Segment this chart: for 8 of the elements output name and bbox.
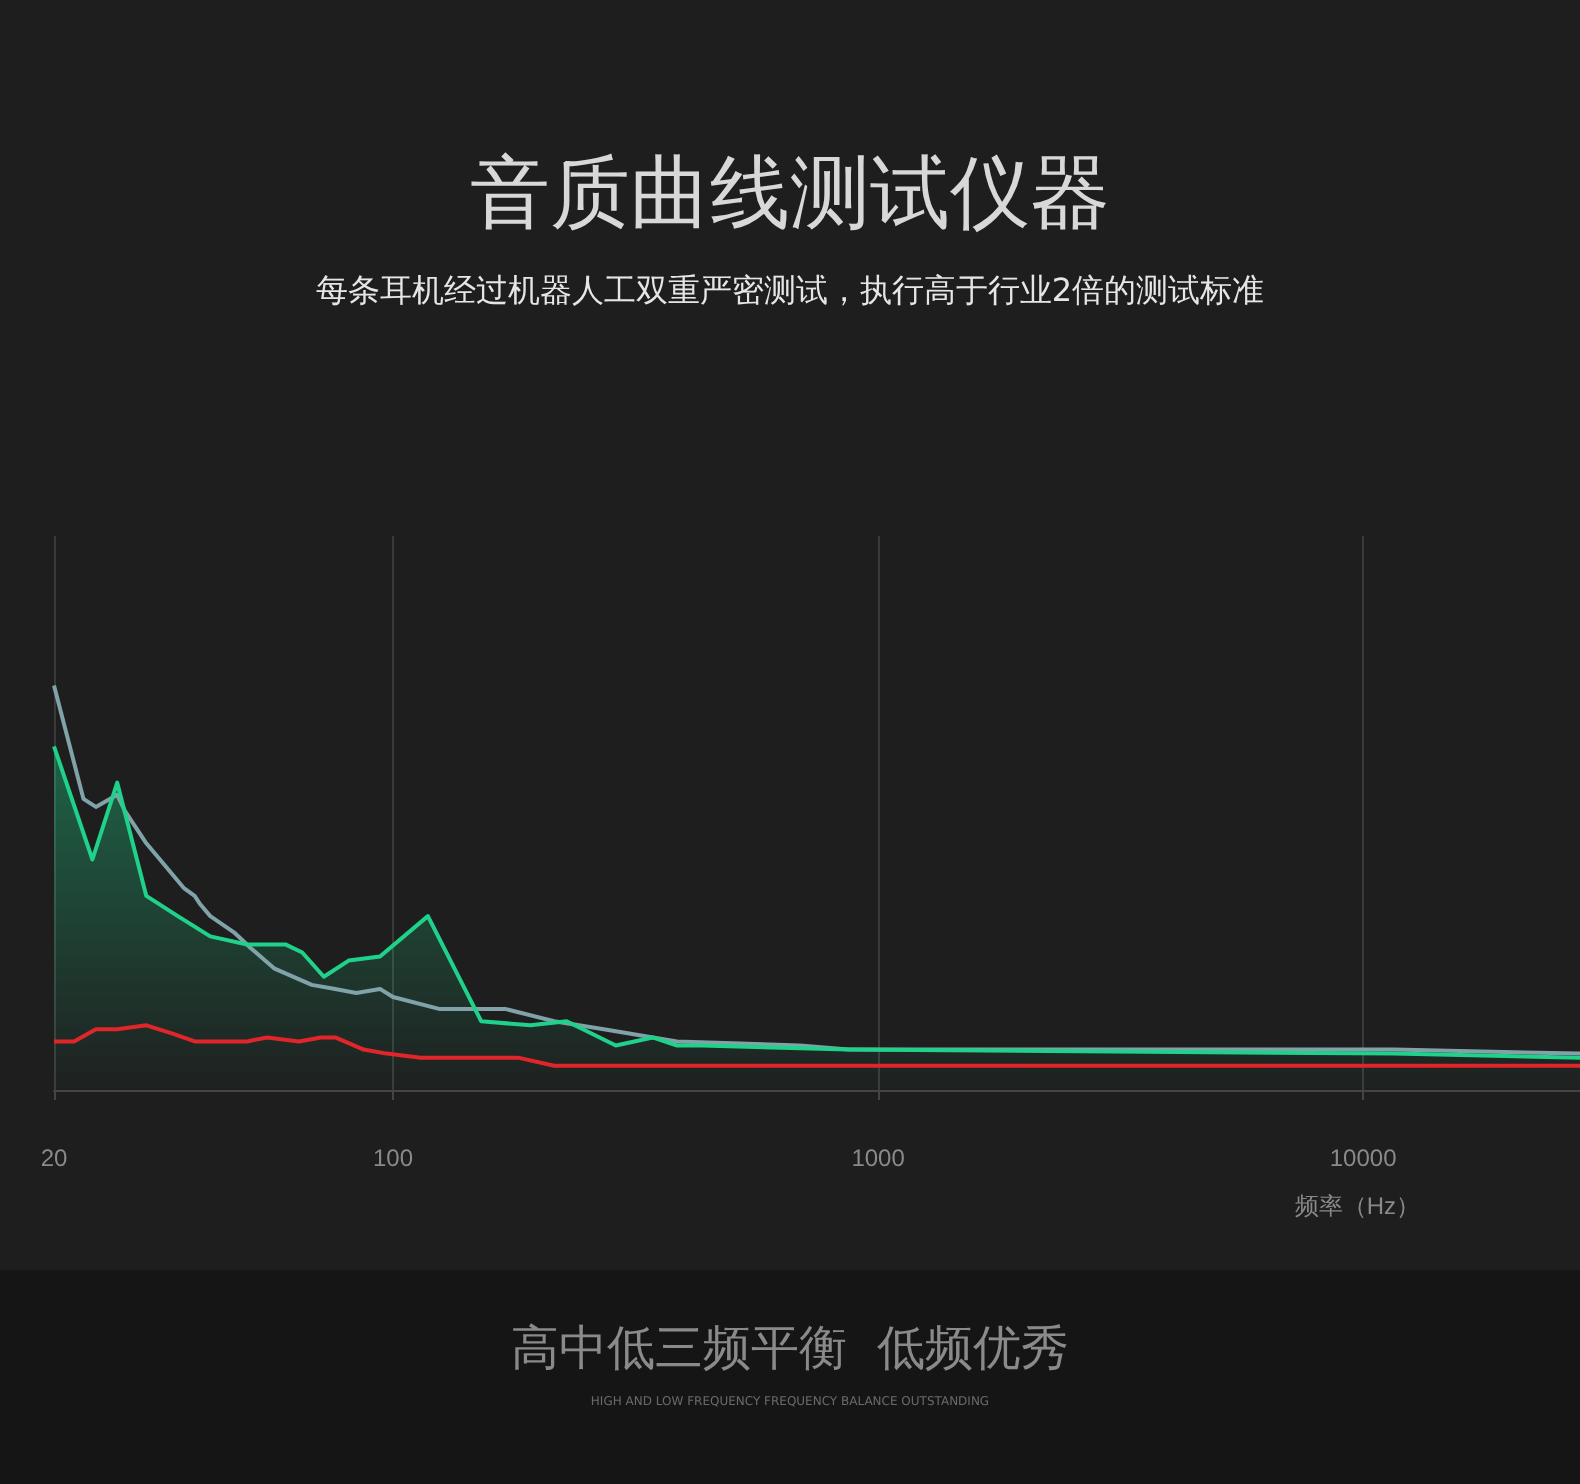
x-tick-label: 10000	[1329, 1144, 1398, 1172]
chart-subtitle: 每条耳机经过机器人工双重严密测试，执行高于行业2倍的测试标准	[315, 271, 1265, 309]
x-tick-label: 100	[373, 1144, 414, 1172]
x-tick-label: 20	[40, 1144, 68, 1172]
x-axis-title: 频率（Hz）	[1294, 1192, 1420, 1220]
chart-title: 音质曲线测试仪器	[470, 148, 1110, 240]
x-tick-label: 1000	[851, 1144, 906, 1172]
text: 高中低三频平衡 低频优秀	[510, 1320, 1070, 1376]
